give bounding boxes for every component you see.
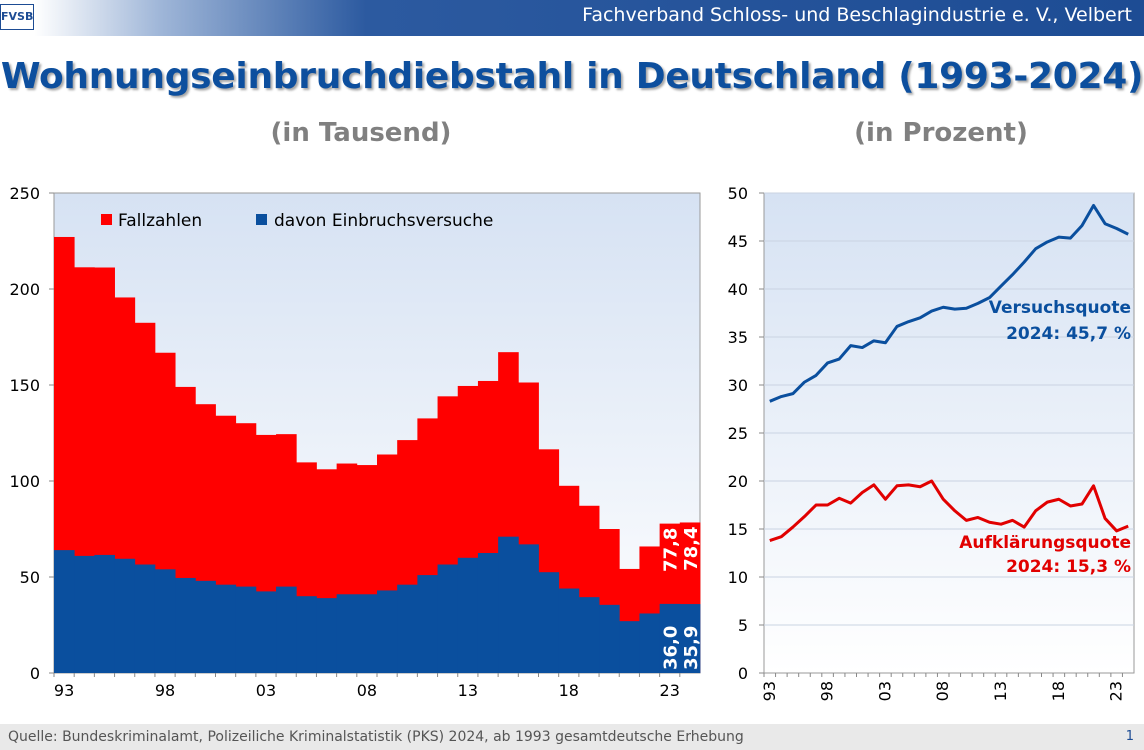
bar-einbruchsversuche	[276, 586, 297, 673]
data-label-fallzahlen-2024: 78,4	[681, 526, 702, 570]
y-tick-label: 0	[738, 664, 748, 683]
y-tick-label: 45	[728, 232, 748, 251]
rates-line-chart: 0 5 10 15 20 25 30 35 40 45 50 93 98 03 08 13 18 23 Vers…	[728, 184, 1135, 701]
y-tick-label: 35	[728, 328, 748, 347]
x-tick-label: 18	[1049, 681, 1068, 701]
x-tick-label: 93	[760, 681, 779, 701]
bar-einbruchsversuche	[74, 555, 95, 673]
bar-einbruchsversuche	[619, 621, 640, 673]
versuchsquote-line	[769, 203, 1129, 403]
y-tick-label: 30	[728, 376, 748, 395]
bar-einbruchsversuche	[538, 572, 560, 673]
versuchsquote-label: Versuchsquote	[989, 298, 1131, 318]
data-label-fallzahlen-2023: 77,8	[661, 528, 682, 572]
bar-einbruchsversuche	[255, 591, 277, 673]
x-tick-label: 13	[458, 681, 478, 700]
bar-einbruchsversuche	[154, 569, 176, 673]
y-tick-label: 25	[728, 424, 748, 443]
burglary-count-bar-chart: 0 50 100 150 200 250 93 98 03 08 13 18 23 Fallzahle…	[9, 184, 702, 700]
y-tick-label: 50	[20, 568, 40, 587]
bar-einbruchsversuche	[578, 597, 600, 673]
y-tick-label: 0	[30, 664, 40, 683]
legend-label-fallzahlen: Fallzahlen	[118, 211, 202, 231]
x-tick-label: 23	[660, 681, 680, 700]
y-tick-label: 200	[9, 280, 40, 299]
bar-einbruchsversuche	[558, 588, 580, 673]
bar-einbruchsversuche	[215, 584, 237, 673]
y-tick-label: 50	[728, 184, 748, 203]
bar-einbruchsversuche	[437, 564, 459, 673]
organization-name: Fachverband Schloss- und Beschlagindustr…	[582, 4, 1132, 26]
bar-einbruchsversuche	[659, 603, 681, 673]
page-number: 1	[1125, 729, 1134, 744]
data-label-versuche-2024: 35,9	[681, 626, 702, 670]
y-tick-label: 100	[9, 472, 40, 491]
legend-label-einbruchsversuche: davon Einbruchsversuche	[274, 211, 493, 231]
legend-swatch-fallzahlen	[101, 214, 112, 225]
x-tick-label: 18	[559, 681, 579, 700]
source-note: Quelle: Bundeskriminalamt, Polizeiliche …	[8, 729, 744, 745]
x-tick-label: 23	[1107, 681, 1126, 701]
bar-einbruchsversuche	[175, 577, 196, 673]
bar-einbruchsversuche	[94, 554, 115, 673]
y-tick-label: 250	[9, 184, 40, 203]
left-chart-subtitle: (in Tausend)	[270, 118, 452, 148]
versuchsquote-2024-value: 2024: 45,7 %	[1006, 324, 1131, 344]
bar-einbruchsversuche	[377, 590, 398, 673]
legend-swatch-einbruchsversuche	[256, 214, 267, 225]
right-chart-subtitle: (in Prozent)	[854, 118, 1028, 148]
x-tick-label: 03	[875, 681, 894, 701]
bar-einbruchsversuche	[477, 553, 499, 673]
x-tick-label: 93	[54, 681, 74, 700]
bar-einbruchsversuche	[417, 575, 438, 673]
x-tick-label: 08	[357, 681, 377, 700]
aufklaerungsquote-2024-value: 2024: 15,3 %	[1006, 557, 1131, 577]
y-tick-label: 150	[9, 376, 40, 395]
fvsb-logo: FVSB	[0, 4, 34, 30]
y-tick-label: 15	[728, 520, 748, 539]
bar-einbruchsversuche	[235, 586, 257, 673]
aufklaerungsquote-line	[769, 479, 1129, 542]
page-title: Wohnungseinbruchdiebstahl in Deutschland…	[0, 56, 1144, 97]
x-tick-label: 13	[991, 681, 1010, 701]
bar-einbruchsversuche	[356, 594, 378, 673]
bar-einbruchsversuche	[639, 613, 661, 673]
x-tick-label: 08	[933, 681, 952, 701]
bar-einbruchsversuche	[457, 557, 479, 673]
header-bar: FVSB Fachverband Schloss- und Beschlagin…	[0, 0, 1144, 36]
bar-einbruchsversuche	[296, 596, 317, 673]
bar-einbruchsversuche	[54, 550, 75, 673]
x-tick-label: 98	[818, 681, 837, 701]
bar-einbruchsversuche	[195, 580, 216, 673]
bar-einbruchsversuche	[114, 558, 136, 673]
x-tick-label: 03	[256, 681, 276, 700]
bar-einbruchsversuche	[518, 544, 539, 673]
y-tick-label: 10	[728, 568, 748, 587]
aufklaerungsquote-label: Aufklärungsquote	[959, 533, 1131, 553]
bar-einbruchsversuche	[397, 584, 418, 673]
bar-einbruchsversuche	[599, 604, 620, 673]
bar-einbruchsversuche	[336, 594, 358, 673]
y-tick-label: 5	[738, 616, 748, 635]
bar-einbruchsversuche	[679, 604, 701, 673]
bar-einbruchsversuche	[498, 536, 519, 673]
bar-einbruchsversuche	[134, 564, 156, 673]
data-label-versuche-2023: 36,0	[661, 626, 682, 670]
footer-band	[0, 724, 1144, 750]
x-tick-label: 98	[155, 681, 175, 700]
bar-einbruchsversuche	[316, 598, 338, 673]
y-tick-label: 40	[728, 280, 748, 299]
y-tick-label: 20	[728, 472, 748, 491]
